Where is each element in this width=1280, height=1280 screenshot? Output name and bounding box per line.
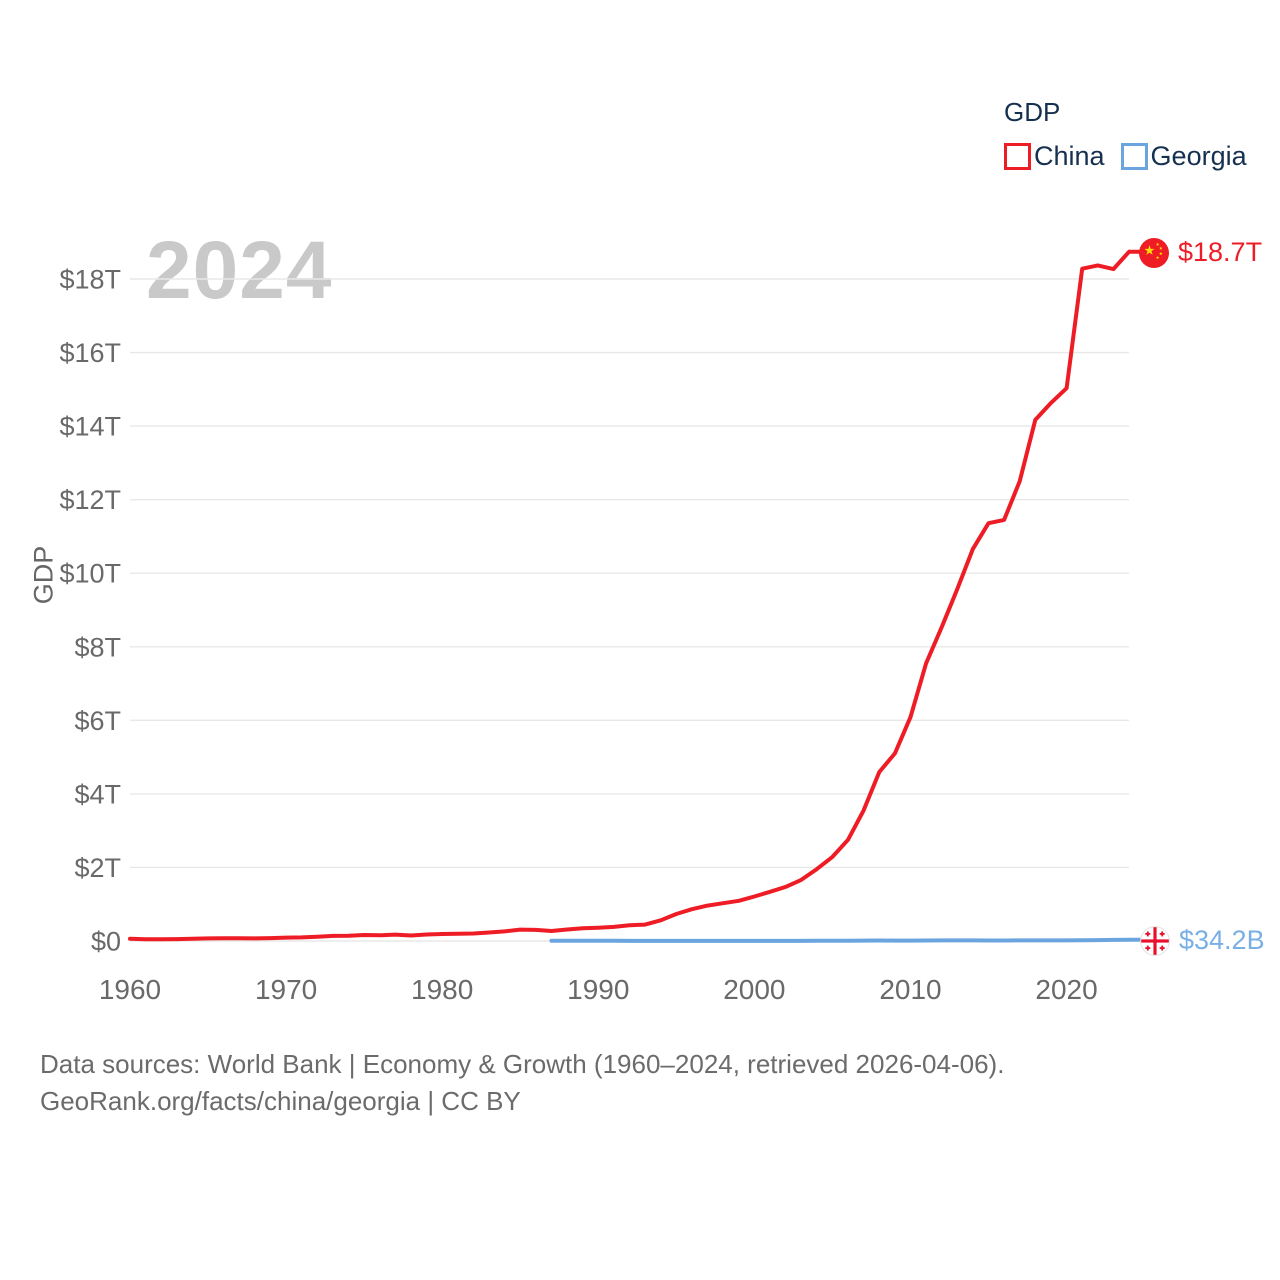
x-tick-label: 1960 <box>99 974 161 1005</box>
footer: Data sources: World Bank | Economy & Gro… <box>40 1046 1004 1120</box>
y-tick-label: $4T <box>74 779 121 809</box>
legend-swatch-georgia <box>1120 143 1148 170</box>
y-tick-label: $18T <box>59 265 121 295</box>
y-tick-label: $12T <box>59 485 121 515</box>
y-tick-label: $2T <box>74 853 121 883</box>
y-tick-label: $6T <box>74 706 121 736</box>
china-flag-icon <box>1139 237 1169 268</box>
legend-label-china: China <box>1034 141 1105 171</box>
footer-source-line: Data sources: World Bank | Economy & Gro… <box>40 1049 1005 1079</box>
legend-item-georgia[interactable]: Georgia <box>1120 141 1247 172</box>
china-line <box>128 249 1131 942</box>
x-tick-label: 2000 <box>723 974 785 1005</box>
georgia-end-marker: $34.2B <box>1140 925 1265 956</box>
y-axis-title: GDP <box>28 545 59 605</box>
y-tick-label: $0 <box>91 927 121 957</box>
legend-row: China Georgia <box>1004 141 1247 172</box>
legend-swatch-china <box>1004 143 1031 170</box>
legend: GDP China Georgia <box>1004 97 1247 172</box>
x-tick-label: 1980 <box>411 974 473 1005</box>
y-tick-label: $14T <box>59 412 121 442</box>
legend-item-china[interactable]: China <box>1004 141 1105 172</box>
georgia-line <box>549 937 1131 943</box>
y-tick-label: $8T <box>74 632 121 662</box>
georgia-end-value: $34.2B <box>1179 925 1265 955</box>
y-tick-label: $16T <box>59 338 121 368</box>
x-tick-label: 2020 <box>1035 974 1097 1005</box>
y-tick-label: $10T <box>59 559 121 589</box>
georgia-flag-icon <box>1140 925 1170 956</box>
x-tick-label: 2010 <box>879 974 941 1005</box>
china-end-marker: $18.7T <box>1139 237 1262 268</box>
legend-title: GDP <box>1004 97 1061 127</box>
legend-label-georgia: Georgia <box>1150 141 1247 171</box>
x-tick-label: 1970 <box>255 974 317 1005</box>
china-end-value: $18.7T <box>1178 237 1263 267</box>
watermark-year: 2024 <box>146 225 333 316</box>
x-tick-label: 1990 <box>567 974 629 1005</box>
footer-link-line[interactable]: GeoRank.org/facts/china/georgia | CC BY <box>40 1086 521 1116</box>
